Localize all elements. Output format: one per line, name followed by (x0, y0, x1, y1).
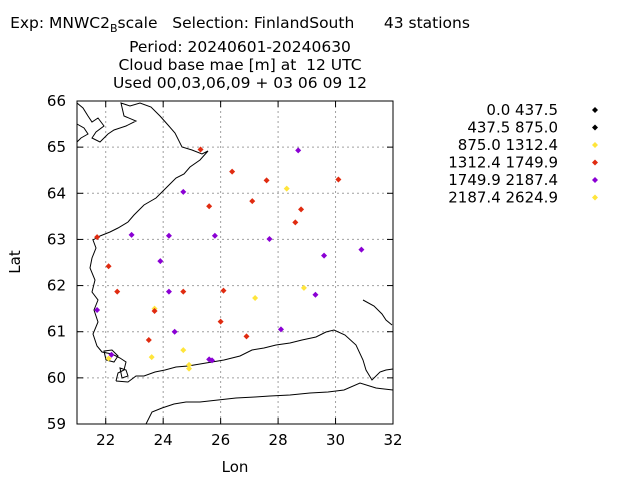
data-point (312, 291, 319, 298)
data-point (186, 361, 193, 368)
legend-marker (592, 124, 598, 131)
data-point (252, 295, 259, 302)
x-tick-label: 26 (211, 431, 230, 449)
data-point (217, 318, 224, 325)
data-point (358, 246, 365, 253)
x-tick-label: 32 (383, 431, 402, 449)
data-point (171, 328, 178, 335)
data-point (335, 176, 342, 183)
legend-marker (592, 142, 598, 148)
data-point (180, 188, 187, 195)
data-point (145, 337, 152, 344)
x-axis-label: Lon (222, 458, 249, 476)
coastline-map (76, 102, 394, 425)
data-point (94, 307, 101, 314)
title-line-4: Used 00,03,06,09 + 03 06 09 12 (113, 74, 367, 92)
data-point (128, 231, 135, 238)
data-point (295, 147, 302, 154)
data-point (157, 258, 164, 265)
y-tick-label: 66 (47, 92, 66, 110)
data-point (292, 219, 299, 226)
data-point (114, 288, 121, 295)
x-tick-label: 28 (269, 431, 288, 449)
legend-label: 875.0 1312.4 (458, 136, 558, 154)
y-tick-label: 64 (47, 184, 66, 202)
data-point (249, 198, 256, 205)
y-tick-label: 61 (47, 323, 66, 341)
grid (77, 101, 393, 424)
data-point (197, 146, 204, 153)
title-exp-suffix: scale Selection: FinlandSouth 43 station… (117, 14, 470, 32)
data-point (209, 357, 216, 364)
title-line-3: Cloud base mae [m] at 12 UTC (118, 56, 362, 74)
data-point (206, 203, 213, 210)
legend-label: 1312.4 1749.9 (448, 154, 558, 172)
data-point (229, 168, 236, 175)
data-point (298, 206, 305, 213)
data-point (148, 354, 155, 361)
chart-title: Exp: MNWC2Bscale Selection: FinlandSouth… (0, 14, 480, 92)
data-point (151, 307, 158, 314)
data-point (180, 288, 187, 295)
data-point (180, 347, 187, 354)
legend-label: 2187.4 2624.9 (448, 189, 558, 207)
legend-marker (592, 159, 598, 166)
x-tick-label: 22 (96, 431, 115, 449)
data-point (165, 232, 172, 239)
title-exp-prefix: Exp: MNWC2 (10, 14, 110, 32)
data-point (243, 333, 250, 340)
data-point (266, 235, 273, 242)
data-point (300, 284, 307, 291)
axes: 22 24 26 28 30 32 59 60 61 62 63 64 65 66 (47, 92, 403, 449)
title-exp-subscript: B (110, 22, 118, 35)
legend-label: 437.5 875.0 (467, 119, 558, 137)
data-point (108, 351, 115, 358)
data-point (277, 326, 284, 333)
data-point (94, 234, 101, 241)
legend-marker (592, 107, 598, 113)
y-tick-label: 59 (47, 415, 66, 433)
data-points (94, 146, 365, 372)
title-line-1: Exp: MNWC2Bscale Selection: FinlandSouth… (0, 14, 480, 38)
data-point (186, 365, 193, 372)
y-tick-label: 63 (47, 230, 66, 248)
legend-marker (592, 194, 598, 201)
y-axis-label: Lat (6, 250, 24, 274)
x-tick-label: 24 (154, 431, 173, 449)
data-point (220, 287, 227, 294)
data-point (321, 252, 328, 259)
data-point (105, 355, 112, 362)
data-point (165, 288, 172, 295)
y-tick-label: 60 (47, 369, 66, 387)
data-point (283, 185, 290, 192)
y-tick-label: 65 (47, 138, 66, 156)
plot-frame (76, 100, 394, 425)
y-tick-label: 62 (47, 277, 66, 295)
legend-marker (592, 177, 598, 183)
data-point (211, 232, 218, 239)
legend-label: 1749.9 2187.4 (448, 171, 558, 189)
x-tick-label: 30 (326, 431, 345, 449)
data-point (263, 177, 270, 184)
legend-label: 0.0 437.5 (486, 101, 558, 119)
title-line-2: Period: 20240601-20240630 (129, 38, 351, 56)
data-point (105, 263, 112, 270)
